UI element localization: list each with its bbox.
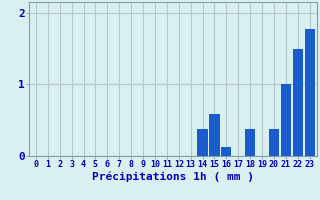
Bar: [197, 129, 208, 156]
Bar: [245, 129, 255, 156]
Bar: [269, 129, 279, 156]
Bar: [293, 49, 303, 156]
X-axis label: Précipitations 1h ( mm ): Précipitations 1h ( mm ): [92, 172, 254, 182]
Bar: [221, 147, 231, 156]
Bar: [281, 84, 291, 156]
Bar: [305, 29, 315, 156]
Bar: [209, 114, 220, 156]
